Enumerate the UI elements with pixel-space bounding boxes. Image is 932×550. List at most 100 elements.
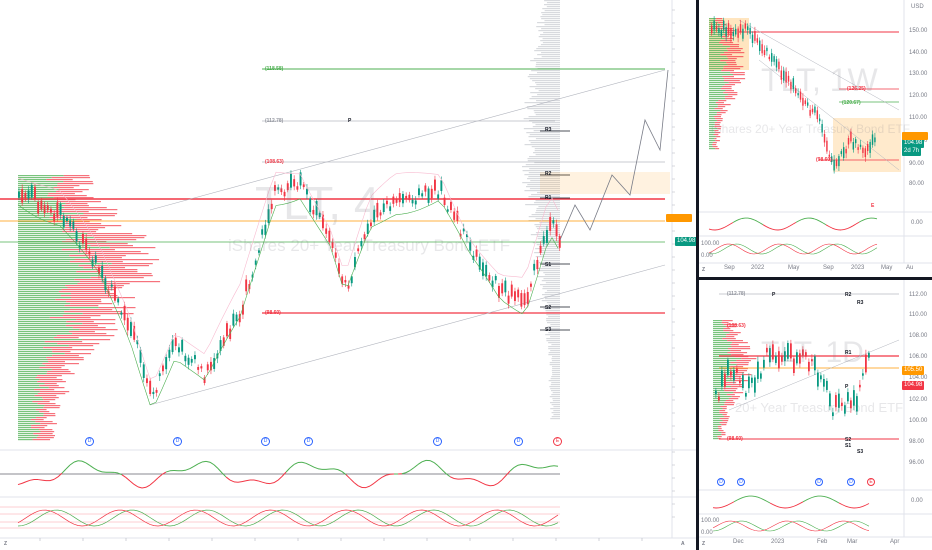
- dividend-marker[interactable]: D: [85, 437, 94, 446]
- left-right-volume-profile: [541, 52, 560, 54]
- daily-chart-pane[interactable]: 112.00 110.00 108.00 106.00 104.00 102.00 100.…: [699, 280, 932, 550]
- daily-volume-profile: [713, 352, 728, 354]
- daily-time-label: Dec: [733, 539, 744, 545]
- left-volume-profile: [39, 379, 63, 381]
- left-volume-profile: [58, 189, 89, 191]
- weekly-candle: [718, 28, 720, 33]
- osc1-line: [65, 464, 71, 470]
- left-candle: [152, 391, 155, 395]
- left-right-volume-profile: [542, 42, 560, 44]
- weekly-volume-profile: [709, 128, 718, 130]
- daily-volume-profile: [713, 394, 727, 396]
- daily-axis-mark: Z: [702, 541, 706, 547]
- left-volume-profile: [34, 395, 57, 397]
- daily-dividend-marker[interactable]: D: [815, 478, 823, 486]
- weekly-candle: [843, 147, 845, 159]
- left-right-volume-profile: [541, 56, 560, 58]
- left-volume-profile: [30, 419, 44, 421]
- daily-volume-profile: [713, 400, 726, 402]
- dividend-marker[interactable]: D: [304, 437, 313, 446]
- dividend-marker[interactable]: D: [514, 437, 523, 446]
- left-volume-profile: [18, 365, 46, 367]
- daily-volume-profile: [713, 392, 734, 394]
- daily-volume-profile: [723, 324, 738, 326]
- weekly-price-scale-label: 110.00: [909, 115, 927, 121]
- left-right-volume-profile: [534, 252, 560, 254]
- left-chart-canvas[interactable]: [0, 0, 696, 550]
- daily-volume-profile: [713, 434, 722, 436]
- weekly-chart-canvas[interactable]: [699, 0, 932, 277]
- left-candle: [114, 286, 116, 301]
- left-right-volume-profile: [533, 110, 560, 112]
- weekly-volume-profile: [709, 124, 715, 126]
- daily-time-axis[interactable]: Dec 2023 Feb Mar Apr: [699, 539, 932, 549]
- osc1-line: [417, 461, 423, 465]
- osc1-line: [469, 478, 475, 480]
- left-volume-profile: [18, 399, 44, 401]
- left-volume-profile: [66, 321, 94, 323]
- left-volume-profile: [18, 435, 39, 437]
- weekly-osc-line: [759, 222, 764, 226]
- left-candle: [546, 230, 548, 244]
- osc1-line: [133, 483, 139, 488]
- daily-chart-canvas[interactable]: [699, 280, 932, 550]
- left-volume-profile: [78, 265, 150, 267]
- daily-volume-profile: [731, 386, 744, 388]
- left-right-volume-profile: [535, 82, 560, 84]
- osc1-line: [57, 472, 63, 478]
- osc1-line: [257, 480, 263, 483]
- left-right-volume-profile: [548, 304, 560, 306]
- dividend-marker[interactable]: D: [433, 437, 442, 446]
- daily-candle: [868, 352, 870, 358]
- daily-pivot-r2: R2: [845, 292, 852, 298]
- left-volume-profile: [18, 393, 38, 395]
- osc1-line: [477, 480, 483, 484]
- weekly-candle: [874, 137, 876, 143]
- daily-pivot-p-top: P: [772, 292, 776, 298]
- horizontal-divider[interactable]: [699, 277, 932, 280]
- daily-orange-tag: 105.50: [902, 366, 925, 375]
- weekly-volume-profile: [709, 20, 716, 22]
- weekly-candle: [828, 154, 831, 157]
- level-tag-112: (112.78): [265, 118, 284, 124]
- left-right-volume-profile: [545, 334, 560, 336]
- dividend-marker[interactable]: D: [173, 437, 182, 446]
- vertical-divider[interactable]: [696, 0, 699, 550]
- daily-candle: [733, 369, 735, 381]
- weekly-osc-line: [708, 228, 713, 231]
- left-volume-profile: [18, 347, 44, 349]
- left-volume-profile: [18, 315, 63, 317]
- earnings-marker[interactable]: E: [553, 437, 562, 446]
- daily-volume-profile: [713, 412, 720, 414]
- left-volume-profile: [18, 233, 88, 235]
- left-candle: [98, 267, 100, 274]
- weekly-volume-profile: [727, 58, 737, 60]
- weekly-time-axis[interactable]: Sep 2022 May Sep 2023 May Au: [699, 265, 932, 275]
- left-candle: [523, 293, 526, 306]
- daily-level-98: (98.60): [727, 436, 743, 442]
- weekly-osc-scale-2: 100.00: [701, 241, 720, 247]
- osc1-line: [21, 481, 27, 484]
- daily-dividend-marker[interactable]: D: [847, 478, 855, 486]
- dividend-marker[interactable]: D: [261, 437, 270, 446]
- left-volume-profile: [18, 205, 62, 207]
- daily-volume-profile: [726, 336, 735, 338]
- left-volume-profile: [32, 439, 51, 441]
- weekly-chart-pane[interactable]: USD 150.00 140.00 130.00 120.00 110.00 100.00…: [699, 0, 932, 277]
- left-candle: [174, 337, 177, 347]
- left-volume-profile: [47, 221, 90, 223]
- osc1-line: [81, 460, 87, 464]
- left-right-volume-profile: [548, 352, 560, 354]
- weekly-osc-line: [798, 218, 803, 222]
- osc1-line: [261, 481, 267, 484]
- daily-dividend-marker[interactable]: D: [737, 478, 745, 486]
- daily-volume-profile: [721, 434, 726, 436]
- weekly-event-marker[interactable]: E: [871, 203, 875, 209]
- osc1-line: [213, 464, 219, 469]
- daily-dividend-marker[interactable]: D: [717, 478, 725, 486]
- osc1-line: [341, 471, 347, 476]
- left-chart-pane[interactable]: TLT, 4 iShares 20+ Year Treasury Bond ET…: [0, 0, 696, 550]
- left-right-volume-profile: [537, 94, 560, 96]
- daily-earnings-marker[interactable]: E: [867, 478, 875, 486]
- left-volume-profile: [83, 267, 126, 269]
